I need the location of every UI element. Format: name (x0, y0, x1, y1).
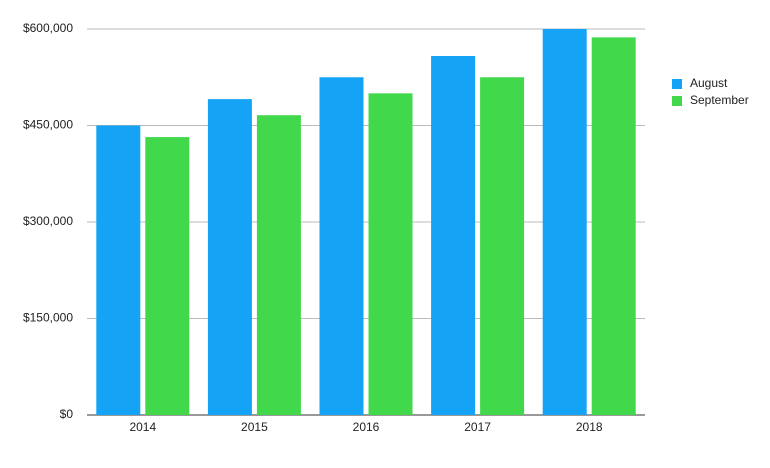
x-tick-label: 2017 (464, 420, 491, 434)
x-tick-label: 2015 (241, 420, 268, 434)
y-tick-label: $600,000 (23, 21, 73, 35)
bar (256, 115, 301, 415)
bar (96, 125, 141, 415)
bar (368, 93, 413, 415)
y-tick-label: $150,000 (23, 311, 73, 325)
y-tick-label: $300,000 (23, 214, 73, 228)
x-tick-label: 2016 (353, 420, 380, 434)
y-tick-label: $0 (60, 407, 74, 421)
legend-label: August (690, 76, 728, 90)
bar (319, 77, 364, 415)
bar (480, 77, 525, 415)
bar (542, 29, 587, 415)
y-tick-label: $450,000 (23, 118, 73, 132)
legend-swatch (672, 79, 682, 89)
legend-swatch (672, 96, 682, 106)
legend-label: September (690, 93, 749, 107)
x-tick-label: 2018 (576, 420, 603, 434)
bar (591, 37, 636, 415)
bar (207, 99, 252, 415)
x-tick-label: 2014 (129, 420, 156, 434)
bar (431, 56, 476, 416)
bar (145, 137, 190, 415)
